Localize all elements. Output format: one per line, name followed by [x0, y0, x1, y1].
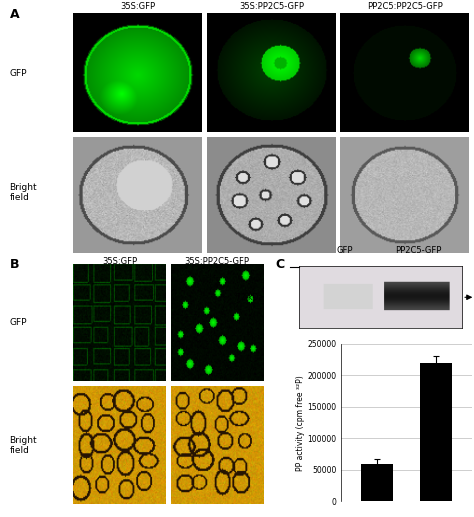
Text: GFP: GFP [9, 318, 27, 327]
Text: 35S:GFP: 35S:GFP [120, 2, 155, 10]
Text: 72 kDa: 72 kDa [236, 293, 263, 302]
Text: C: C [275, 258, 284, 271]
Bar [420, 363, 452, 501]
Text: 35S:PP2C5-GFP: 35S:PP2C5-GFP [184, 257, 249, 266]
Y-axis label: PP activity (cpm free ³²P): PP activity (cpm free ³²P) [295, 375, 304, 470]
Bar [361, 464, 393, 501]
Text: 35S:GFP: 35S:GFP [102, 257, 137, 266]
Text: GFP: GFP [9, 69, 27, 78]
Text: B: B [9, 258, 19, 271]
Text: Bright
field: Bright field [9, 435, 37, 455]
Text: Bright
field: Bright field [9, 183, 37, 202]
Text: 35S:PP2C5-GFP: 35S:PP2C5-GFP [239, 2, 304, 10]
Text: GFP: GFP [336, 246, 353, 255]
Text: PP2C5:PP2C5-GFP: PP2C5:PP2C5-GFP [367, 2, 443, 10]
Text: PP2C5-GFP: PP2C5-GFP [395, 246, 441, 255]
Text: A: A [9, 8, 19, 21]
